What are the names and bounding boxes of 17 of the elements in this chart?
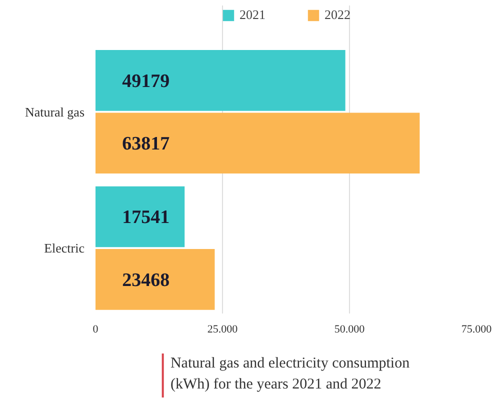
bar	[96, 249, 215, 310]
x-tick-label: 0	[92, 324, 99, 336]
bar	[96, 112, 420, 174]
y-tick-label: Natural gas	[24, 104, 84, 120]
data-label: 23468	[122, 270, 170, 291]
bar	[96, 50, 346, 111]
x-tick-label: 50.000	[334, 324, 366, 336]
text: Natural gas and electricity consumption (kWh) for the years 2021 and 2022	[170, 356, 410, 392]
x-tick-label: 25.000	[207, 324, 238, 336]
data-label: 49179	[122, 70, 170, 92]
x-tick-label: 75.000	[461, 324, 492, 336]
legend-label: 2022	[324, 7, 350, 23]
y-tick-label: Electric	[44, 240, 85, 256]
data-label: 17541	[122, 207, 170, 228]
legend-label: 2021	[240, 7, 266, 23]
bar	[96, 186, 185, 248]
data-label: 63817	[122, 134, 170, 155]
